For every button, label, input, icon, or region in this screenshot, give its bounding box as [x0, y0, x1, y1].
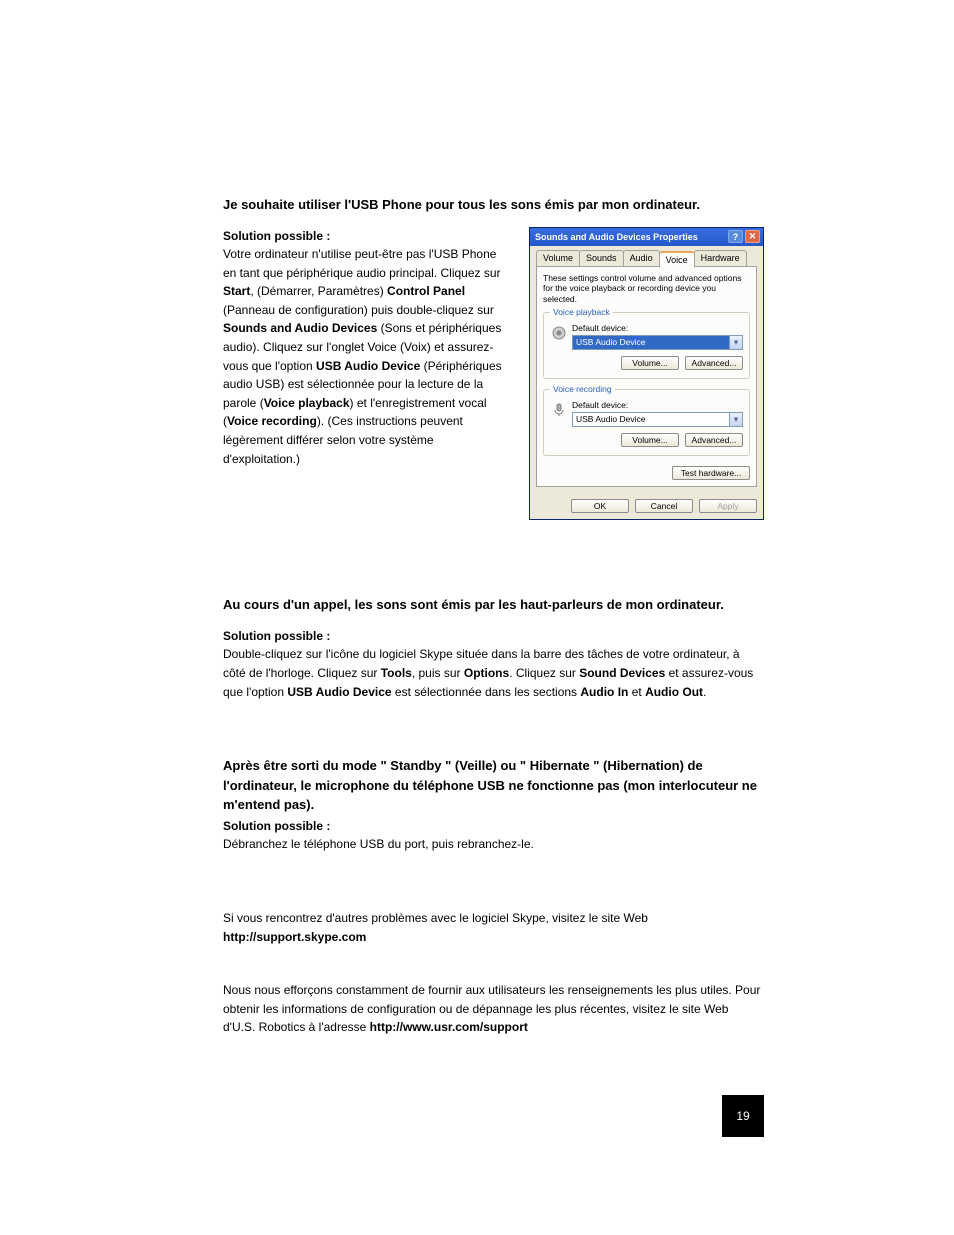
microphone-icon: [550, 401, 568, 419]
section2-body: Solution possible : Double-cliquez sur l…: [223, 627, 764, 701]
recording-legend: Voice recording: [550, 384, 615, 394]
xp-dialog: Sounds and Audio Devices Properties ? ✕ …: [529, 227, 764, 521]
usr-support-url: http://www.usr.com/support: [370, 1020, 528, 1034]
recording-device-value: USB Audio Device: [573, 413, 729, 426]
chevron-down-icon: ▾: [729, 336, 742, 349]
recording-device-combo[interactable]: USB Audio Device ▾: [572, 412, 743, 427]
voice-recording-group: Voice recording Default device: USB Audi…: [543, 389, 750, 456]
playback-device-value: USB Audio Device: [573, 336, 729, 349]
dialog-title: Sounds and Audio Devices Properties: [535, 232, 726, 242]
solution-label-1: Solution possible :: [223, 229, 330, 243]
recording-default-label: Default device:: [572, 400, 743, 410]
section1-body: Solution possible : Votre ordinateur n'u…: [223, 227, 509, 469]
close-button[interactable]: ✕: [745, 230, 760, 243]
playback-default-label: Default device:: [572, 323, 743, 333]
ok-button[interactable]: OK: [571, 499, 629, 513]
section2-heading: Au cours d'un appel, les sons sont émis …: [223, 595, 764, 615]
tab-volume[interactable]: Volume: [536, 250, 580, 266]
usr-support-text: Nous nous efforçons constamment de fourn…: [223, 981, 764, 1037]
playback-advanced-button[interactable]: Advanced...: [685, 356, 743, 370]
playback-device-combo[interactable]: USB Audio Device ▾: [572, 335, 743, 350]
cancel-button[interactable]: Cancel: [635, 499, 693, 513]
tab-sounds[interactable]: Sounds: [579, 250, 624, 266]
section3-heading: Après être sorti du mode " Standby " (Ve…: [223, 756, 764, 815]
voice-playback-group: Voice playback Default device: USB Audio…: [543, 312, 750, 379]
playback-legend: Voice playback: [550, 307, 613, 317]
tab-audio[interactable]: Audio: [623, 250, 660, 266]
solution-label-3: Solution possible :: [223, 819, 330, 833]
page-number: 19: [722, 1095, 764, 1137]
dialog-titlebar: Sounds and Audio Devices Properties ? ✕: [530, 228, 763, 246]
section3-body: Solution possible : Débranchez le téléph…: [223, 817, 764, 854]
section1-heading: Je souhaite utiliser l'USB Phone pour to…: [223, 195, 764, 215]
chevron-down-icon: ▾: [729, 413, 742, 426]
help-button[interactable]: ?: [728, 230, 743, 243]
recording-volume-button[interactable]: Volume...: [621, 433, 679, 447]
solution-label-2: Solution possible :: [223, 629, 330, 643]
skype-support-text: Si vous rencontrez d'autres problèmes av…: [223, 909, 764, 946]
test-hardware-button[interactable]: Test hardware...: [672, 466, 750, 480]
playback-volume-button[interactable]: Volume...: [621, 356, 679, 370]
dialog-tabs: Volume Sounds Audio Voice Hardware: [530, 246, 763, 266]
apply-button[interactable]: Apply: [699, 499, 757, 513]
speaker-icon: [550, 324, 568, 342]
tab-voice[interactable]: Voice: [659, 251, 695, 267]
recording-advanced-button[interactable]: Advanced...: [685, 433, 743, 447]
dialog-description: These settings control volume and advanc…: [543, 273, 750, 305]
tab-hardware[interactable]: Hardware: [694, 250, 747, 266]
skype-support-url: http://support.skype.com: [223, 930, 366, 944]
